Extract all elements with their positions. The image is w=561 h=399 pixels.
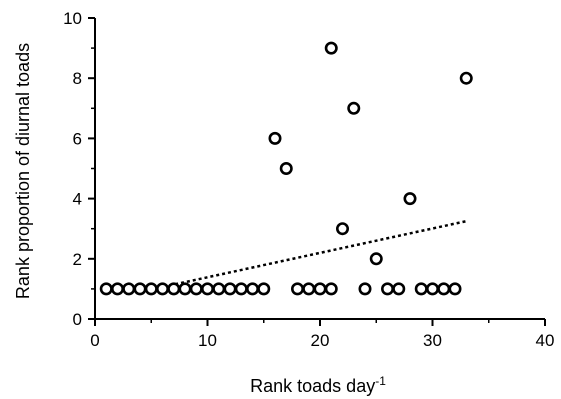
x-axis-title: Rank toads day-1 <box>250 374 386 396</box>
y-tick-label: 2 <box>73 250 82 269</box>
data-point <box>212 282 226 296</box>
y-axis-title: Rank proportion of diurnal toads <box>13 43 33 299</box>
y-tick-label: 6 <box>73 129 82 148</box>
data-point <box>324 41 338 55</box>
data-point <box>178 282 192 296</box>
data-point <box>201 282 215 296</box>
data-point <box>448 282 462 296</box>
trend-line <box>139 219 467 294</box>
data-point <box>133 282 147 296</box>
y-tick-label: 8 <box>73 69 82 88</box>
data-point <box>234 282 248 296</box>
data-point <box>358 282 372 296</box>
data-point <box>425 282 439 296</box>
data-point <box>246 282 260 296</box>
data-point <box>437 282 451 296</box>
data-point <box>335 222 349 236</box>
data-points <box>99 41 473 296</box>
data-point <box>313 282 327 296</box>
x-axis-title-text: Rank toads day <box>250 376 375 396</box>
data-point <box>268 131 282 145</box>
data-point <box>167 282 181 296</box>
data-point <box>156 282 170 296</box>
x-tick-label: 0 <box>90 331 99 350</box>
data-point <box>414 282 428 296</box>
data-point <box>223 282 237 296</box>
x-tick-label: 10 <box>198 331 217 350</box>
data-point <box>99 282 113 296</box>
plot-area: 0 2 4 6 8 10 0 10 20 30 40 <box>63 9 554 350</box>
data-point <box>347 101 361 115</box>
data-point <box>392 282 406 296</box>
x-tick-label: 20 <box>311 331 330 350</box>
data-point <box>144 282 158 296</box>
x-tick-label: 30 <box>423 331 442 350</box>
data-point <box>369 252 383 266</box>
data-point <box>189 282 203 296</box>
data-point <box>302 282 316 296</box>
data-point <box>324 282 338 296</box>
data-point <box>122 282 136 296</box>
data-point <box>290 282 304 296</box>
data-point <box>459 71 473 85</box>
y-axis-ticks: 0 2 4 6 8 10 <box>63 9 95 329</box>
x-axis-ticks: 0 10 20 30 40 <box>90 319 554 350</box>
data-point <box>111 282 125 296</box>
x-tick-label: 40 <box>536 331 555 350</box>
data-point <box>380 282 394 296</box>
y-tick-label: 0 <box>73 310 82 329</box>
data-point <box>257 282 271 296</box>
data-point <box>279 162 293 176</box>
y-tick-label: 10 <box>63 9 82 28</box>
data-point <box>403 192 417 206</box>
y-tick-label: 4 <box>73 190 82 209</box>
x-axis-title-superscript: -1 <box>375 374 386 388</box>
